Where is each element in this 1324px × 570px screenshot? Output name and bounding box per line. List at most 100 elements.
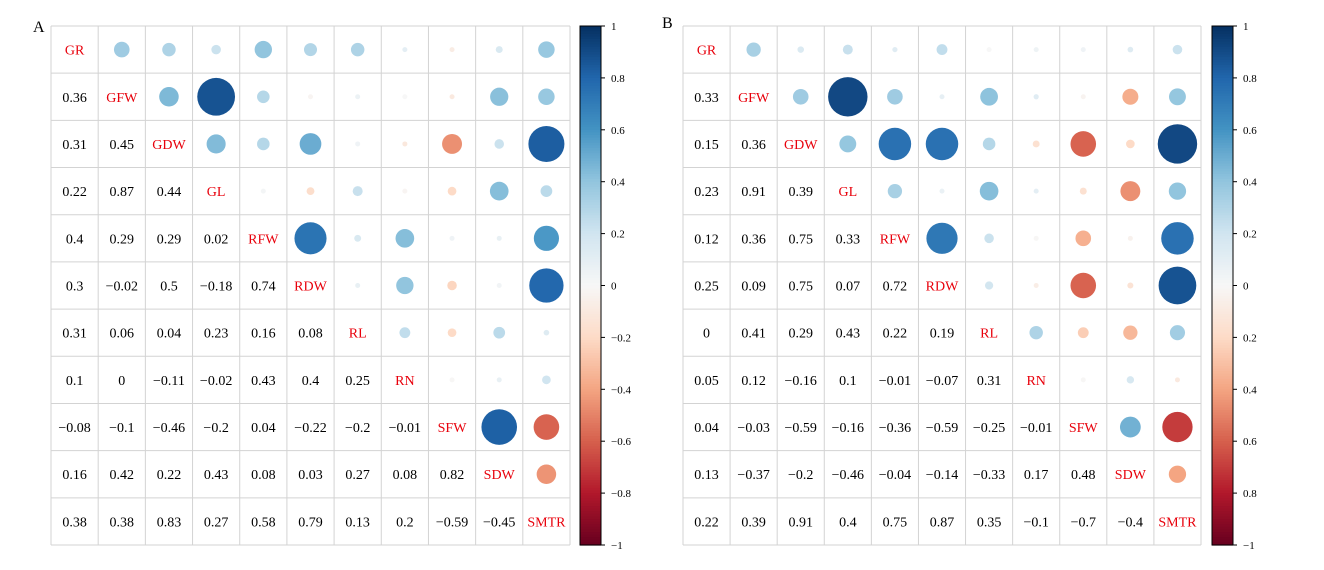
colorbar-segment	[580, 446, 601, 450]
colorbar-segment	[580, 516, 601, 520]
colorbar-segment	[580, 199, 601, 204]
correlation-value: −0.59	[436, 515, 468, 530]
variable-label: RN	[395, 374, 414, 389]
correlation-value: 0.13	[694, 468, 719, 483]
colorbar-segment	[1212, 511, 1233, 515]
correlation-value: 0.33	[694, 91, 719, 106]
colorbar-segment	[580, 500, 601, 505]
variable-label: RFW	[248, 232, 279, 247]
colorbar-segment	[580, 472, 601, 476]
colorbar-segment	[580, 93, 601, 97]
correlation-value: −0.16	[785, 374, 817, 389]
colorbar-segment	[580, 49, 601, 53]
colorbar-segment	[580, 137, 601, 141]
colorbar-segment	[1212, 223, 1233, 227]
colorbar-segment	[580, 529, 601, 533]
correlation-circle	[939, 188, 945, 194]
correlation-circle	[980, 87, 998, 106]
colorbar-segment	[580, 347, 601, 351]
colorbar-tick-label: 0.2	[1243, 332, 1257, 344]
correlation-value: −0.02	[200, 374, 232, 389]
correlation-circle	[352, 186, 363, 197]
colorbar-segment	[580, 46, 601, 50]
colorbar-segment	[1212, 246, 1233, 250]
correlation-circle	[1126, 139, 1135, 149]
colorbar-segment	[1212, 251, 1233, 255]
correlation-value: 0.16	[62, 468, 87, 483]
correlation-circle	[447, 280, 457, 291]
correlation-value: 0.36	[741, 138, 766, 153]
colorbar-segment	[580, 106, 601, 110]
colorbar-segment	[580, 220, 601, 224]
colorbar-segment	[580, 272, 601, 276]
correlation-value: 0.83	[157, 515, 182, 530]
colorbar-segment	[1212, 124, 1233, 128]
colorbar-segment	[1212, 480, 1233, 484]
colorbar-segment	[1212, 166, 1233, 170]
colorbar-segment	[1212, 397, 1233, 401]
colorbar-segment	[580, 350, 601, 354]
correlation-circle	[1169, 325, 1186, 341]
colorbar-segment	[580, 59, 601, 63]
colorbar-segment	[1212, 262, 1233, 266]
colorbar-segment	[1212, 436, 1233, 440]
colorbar-segment	[580, 539, 601, 544]
correlation-circle	[1029, 325, 1043, 340]
colorbar-segment	[580, 345, 601, 349]
colorbar-segment	[1212, 288, 1233, 292]
panel-label: A	[33, 19, 45, 36]
colorbar-segment	[580, 324, 601, 328]
correlation-value: 0.22	[62, 185, 87, 200]
variable-label: SDW	[484, 468, 516, 483]
correlation-value: 0.39	[788, 185, 813, 200]
variable-label: SFW	[1069, 421, 1099, 436]
colorbar-segment	[1212, 225, 1233, 230]
colorbar-segment	[580, 454, 601, 458]
correlation-value: 0	[118, 374, 125, 389]
correlation-value: −0.33	[973, 468, 1005, 483]
correlation-circle	[402, 47, 408, 53]
correlation-circle	[1033, 235, 1039, 241]
colorbar-segment	[1212, 350, 1233, 354]
correlation-circle	[1168, 465, 1187, 483]
colorbar-segment	[1212, 521, 1233, 525]
correlation-circle	[797, 46, 804, 53]
colorbar-segment	[580, 381, 601, 385]
colorbar-segment	[1212, 485, 1233, 489]
colorbar-segment	[1212, 469, 1233, 473]
correlation-value: 0.04	[251, 421, 276, 436]
colorbar-segment	[1212, 57, 1233, 61]
correlation-value: 0.12	[741, 374, 766, 389]
colorbar-segment	[1212, 114, 1233, 118]
colorbar-segment	[580, 145, 601, 149]
colorbar-tick-label: −1	[611, 540, 623, 552]
colorbar-segment	[580, 407, 601, 411]
colorbar-segment	[1212, 430, 1233, 435]
correlation-circle	[1075, 230, 1092, 247]
colorbar-segment	[580, 98, 601, 102]
colorbar-segment	[580, 448, 601, 453]
colorbar-segment	[580, 262, 601, 266]
correlation-value: −0.03	[737, 421, 769, 436]
correlation-circle	[402, 188, 408, 194]
colorbar-segment	[580, 114, 601, 118]
colorbar-segment	[580, 378, 601, 383]
colorbar-segment	[1212, 441, 1233, 445]
colorbar-segment	[1212, 194, 1233, 198]
colorbar-segment	[580, 459, 601, 463]
colorbar-segment	[580, 282, 601, 287]
colorbar-segment	[1212, 46, 1233, 50]
colorbar-tick-label: 0.6	[611, 125, 625, 137]
correlation-value: 0.22	[694, 515, 719, 530]
colorbar-segment	[580, 521, 601, 525]
colorbar-tick-label: 0.4	[1243, 384, 1257, 396]
colorbar-segment	[580, 212, 601, 217]
colorbar-segment	[580, 360, 601, 364]
colorbar-segment	[1212, 490, 1233, 494]
correlation-value: 0.41	[741, 327, 766, 342]
colorbar-tick-label: 0	[1243, 281, 1249, 293]
colorbar-segment	[580, 181, 601, 185]
colorbar-segment	[580, 241, 601, 245]
correlation-value: 0.44	[157, 185, 182, 200]
correlation-value: 0.33	[836, 232, 861, 247]
